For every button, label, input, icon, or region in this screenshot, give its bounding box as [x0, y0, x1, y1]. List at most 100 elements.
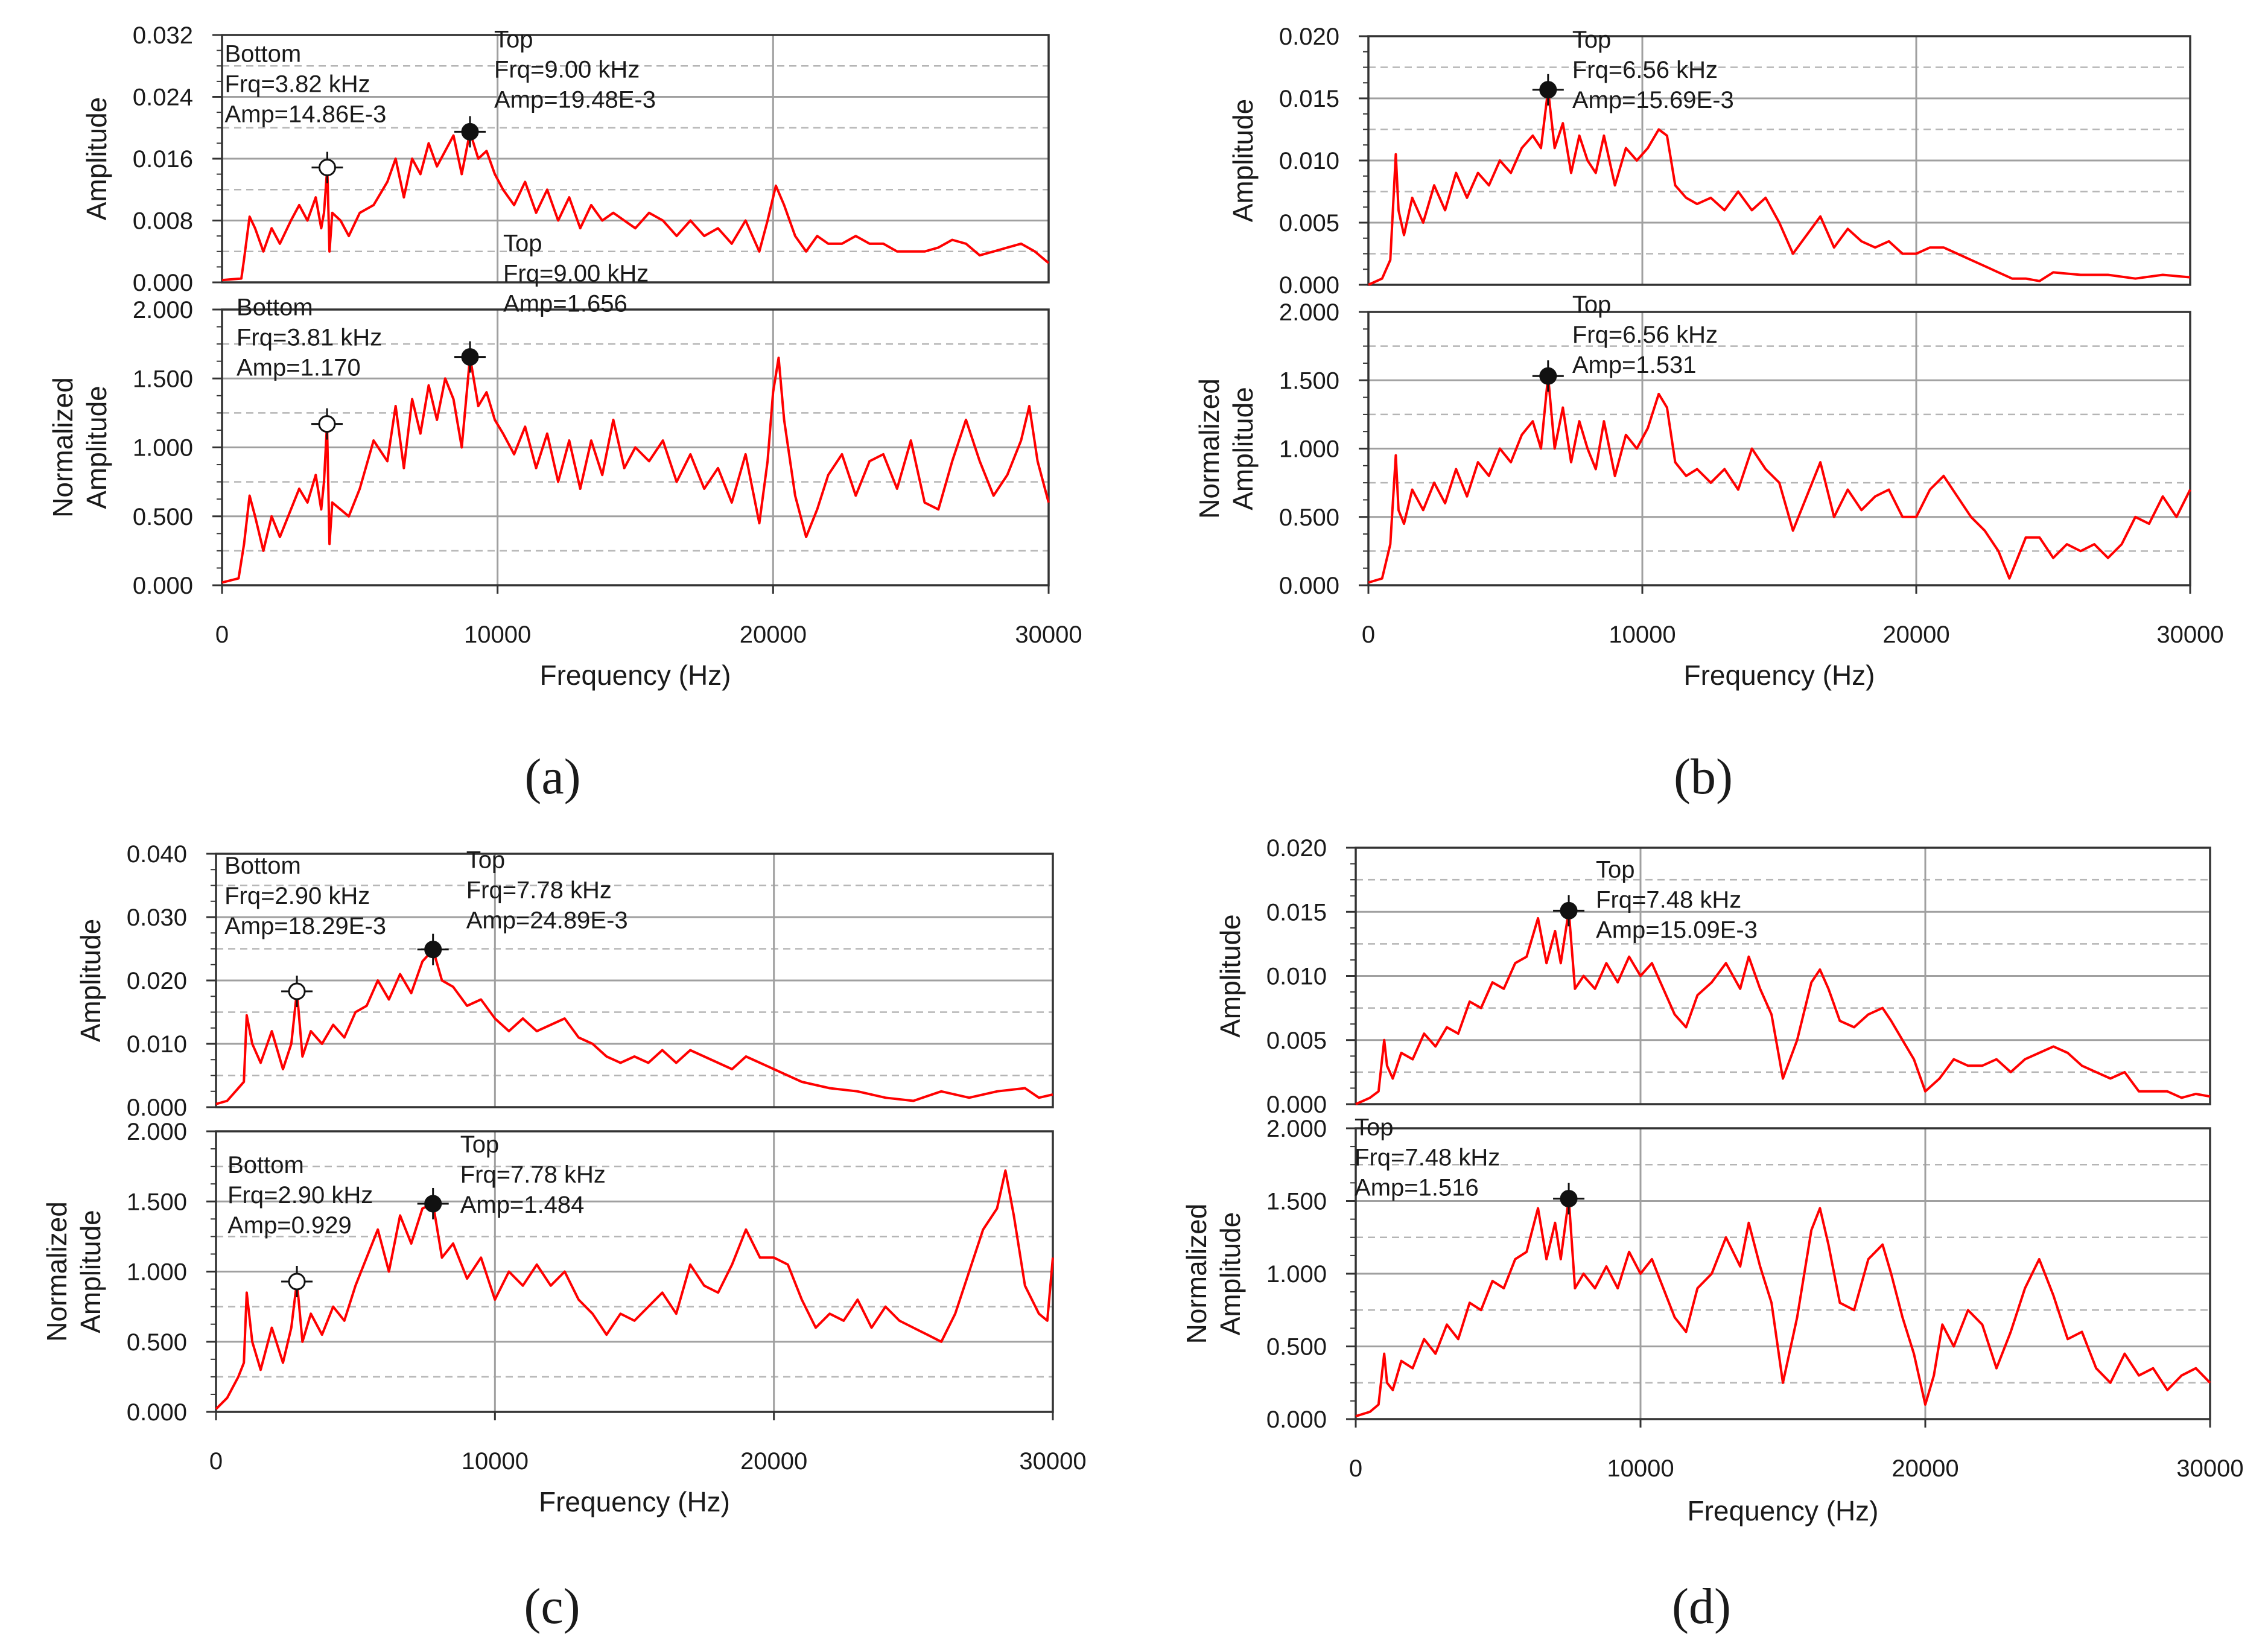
x-tick-label: 0 — [215, 621, 229, 648]
y-tick-label: 1.500 — [133, 366, 193, 392]
series-line — [221, 130, 1050, 282]
peak-marker-bottom: Bottom Frq=3.81 kHz Amp=1.170 — [237, 294, 382, 440]
marker-label: Bottom — [237, 294, 313, 321]
y-tick-label: 0.040 — [127, 841, 187, 868]
y-axis-label: Amplitude — [81, 97, 112, 221]
marker-frequency: Frq=6.56 kHz — [1572, 322, 1718, 348]
marker-amplitude: Amp=18.29E-3 — [224, 913, 386, 939]
marker-frequency: Frq=7.78 kHz — [466, 877, 612, 904]
marker-dot — [1560, 1190, 1578, 1208]
plot-frame — [221, 34, 1050, 284]
x-tick-label: 0 — [1362, 621, 1375, 648]
marker-amplitude: Amp=15.69E-3 — [1572, 87, 1734, 113]
y-tick-label: 0.030 — [127, 904, 187, 931]
y-tick-label: 0.015 — [1266, 899, 1327, 926]
y-tick-label: 1.000 — [1266, 1261, 1327, 1288]
y-tick-label: 0.000 — [127, 1399, 187, 1426]
x-tick-label: 20000 — [740, 621, 807, 648]
marker-dot — [1539, 81, 1557, 99]
y-tick-label: 0.010 — [127, 1031, 187, 1058]
y-tick-label: 0.000 — [1279, 573, 1339, 599]
marker-frequency: Frq=9.00 kHz — [494, 56, 640, 83]
chart-panel-c: 0.000 0.010 0.020 0.030 0.040 Amplitude Bottom… — [41, 841, 1087, 1635]
marker-frequency: Frq=6.56 kHz — [1572, 57, 1718, 83]
x-tick-label: 30000 — [2156, 621, 2223, 648]
y-tick-label: 1.000 — [133, 435, 193, 462]
subplot-amplitude: 0.000 0.005 0.010 0.015 0.020 Amplitude Top Frq… — [1215, 835, 2211, 1118]
marker-label: Top — [1572, 291, 1612, 318]
marker-dot — [288, 1272, 306, 1291]
peak-marker-top: Top Frq=7.48 kHz Amp=15.09E-3 — [1553, 856, 1758, 943]
x-tick-label: 30000 — [2176, 1455, 2243, 1482]
marker-frequency: Frq=7.48 kHz — [1596, 886, 1741, 913]
y-tick-label: 2.000 — [1266, 1116, 1327, 1142]
marker-amplitude: Amp=1.531 — [1572, 352, 1697, 378]
y-tick-label: 0.008 — [133, 208, 193, 235]
marker-frequency: Frq=3.82 kHz — [224, 71, 370, 98]
y-tick-label: 1.000 — [127, 1259, 187, 1286]
y-tick-label: 0.020 — [127, 968, 187, 994]
marker-frequency: Frq=2.90 kHz — [227, 1182, 373, 1209]
y-axis-label: Amplitude — [1215, 914, 1246, 1038]
y-axis-label: Amplitude — [75, 919, 106, 1043]
y-tick-label: 1.500 — [1279, 367, 1339, 394]
panel-caption: (c) — [524, 1578, 580, 1635]
series-line — [215, 948, 1053, 1105]
chart-panel-b: 0.000 0.005 0.010 0.015 0.020 Amplitude Top Frq… — [1193, 24, 2224, 805]
marker-label: Top — [460, 1131, 500, 1158]
subplot-normalized: 0.000 0.500 1.000 1.500 2.000 Normalized Ampli… — [47, 230, 1050, 599]
x-axis-label: Frequency (Hz) — [1684, 659, 1875, 691]
x-tick-label: 30000 — [1019, 1448, 1086, 1475]
marker-frequency: Frq=9.00 kHz — [503, 261, 649, 287]
x-tick-label: 10000 — [462, 1448, 529, 1475]
y-tick-label: 0.500 — [127, 1329, 187, 1356]
marker-amplitude: Amp=14.86E-3 — [224, 101, 386, 128]
marker-dot — [1539, 367, 1557, 385]
y-tick-label: 0.500 — [133, 504, 193, 530]
y-axis-label: Amplitude — [75, 1210, 106, 1333]
marker-amplitude: Amp=0.929 — [227, 1212, 352, 1239]
series-line — [1368, 375, 2191, 584]
y-tick-label: 0.010 — [1279, 148, 1339, 174]
series-line — [1368, 88, 2191, 286]
subplot-normalized: 0.000 0.500 1.000 1.500 2.000 Normalized Ampli… — [1193, 291, 2191, 599]
marker-amplitude: Amp=19.48E-3 — [494, 86, 656, 113]
marker-dot — [288, 982, 306, 1000]
marker-label: Top — [1355, 1114, 1394, 1141]
peak-marker-top: Top Frq=9.00 kHz Amp=1.656 — [454, 230, 649, 373]
series-line — [1355, 1197, 2211, 1418]
marker-label: Top — [1572, 27, 1612, 53]
y-tick-label: 0.005 — [1266, 1028, 1327, 1054]
marker-label: Bottom — [227, 1152, 304, 1178]
y-axis-label: Amplitude — [1215, 1212, 1246, 1336]
x-tick-label: 20000 — [1882, 621, 1949, 648]
marker-dot — [424, 1195, 442, 1213]
y-tick-label: 0.032 — [133, 22, 193, 49]
marker-amplitude: Amp=1.170 — [237, 355, 361, 381]
marker-label: Top — [494, 26, 533, 52]
marker-dot — [424, 941, 442, 959]
x-tick-label: 10000 — [1607, 1455, 1674, 1482]
y-tick-label: 0.005 — [1279, 210, 1339, 237]
x-tick-label: 10000 — [464, 621, 531, 648]
y-tick-label: 1.000 — [1279, 436, 1339, 463]
marker-dot — [318, 159, 336, 177]
marker-amplitude: Amp=24.89E-3 — [466, 907, 628, 934]
y-tick-label: 0.000 — [133, 270, 193, 296]
marker-label: Bottom — [224, 41, 301, 68]
subplot-normalized: 0.000 0.500 1.000 1.500 2.000 Normalized Ampli… — [1181, 1114, 2211, 1433]
y-tick-label: 1.500 — [1266, 1189, 1327, 1215]
series-line — [221, 355, 1050, 584]
chart-panel-a: 0.000 0.008 0.016 0.024 0.032 Amplitude Bottom… — [47, 22, 1082, 805]
subplot-amplitude: 0.000 0.010 0.020 0.030 0.040 Amplitude Bottom… — [75, 841, 1054, 1121]
y-axis-label: Amplitude — [81, 386, 112, 509]
plot-frame — [221, 308, 1050, 586]
marker-amplitude: Amp=15.09E-3 — [1596, 917, 1758, 943]
peak-marker-top: Top Frq=7.78 kHz Amp=1.484 — [417, 1131, 606, 1219]
y-axis-label: Normalized — [1193, 378, 1225, 519]
y-tick-label: 0.024 — [133, 84, 193, 111]
chart-panel-d: 0.000 0.005 0.010 0.015 0.020 Amplitude Top Frq… — [1181, 835, 2244, 1635]
marker-dot — [461, 122, 479, 141]
marker-amplitude: Amp=1.656 — [503, 291, 627, 317]
